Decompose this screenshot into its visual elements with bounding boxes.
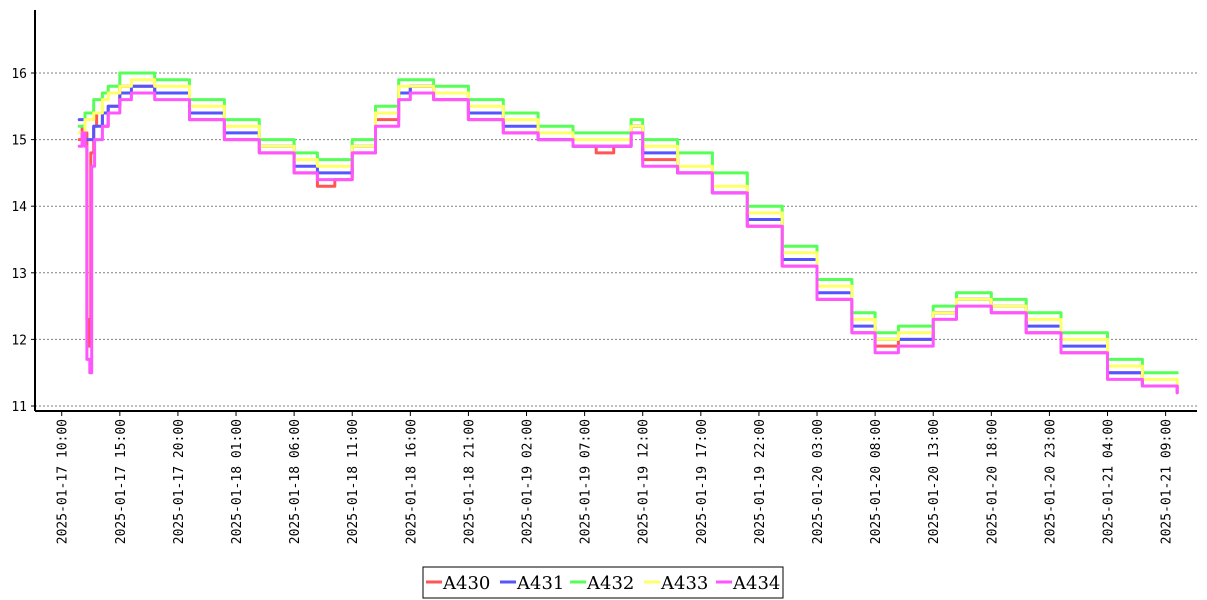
series-line-a433 (77, 78, 1179, 388)
legend-label-a430: A430 (442, 573, 490, 594)
y-tick-label: 15 (11, 134, 27, 149)
x-tick-labels: 2025-01-17 10:00 2025-01-17 15:00 2025-01-… (56, 411, 1175, 544)
series-line-a434 (77, 91, 1179, 395)
x-tick-label: 2025-01-18 01:00 (230, 419, 245, 544)
x-tick-label: 2025-01-19 22:00 (753, 419, 768, 544)
x-tick-label: 2025-01-20 23:00 (1043, 419, 1058, 544)
x-tick-label: 2025-01-19 12:00 (637, 419, 652, 544)
y-tick-labels: 11 12 13 14 15 16 (11, 67, 35, 415)
x-tick-label: 2025-01-20 03:00 (811, 419, 826, 544)
x-tick-label: 2025-01-19 07:00 (579, 419, 594, 544)
y-tick-label: 11 (11, 400, 27, 415)
x-tick-label: 2025-01-18 06:00 (288, 419, 303, 544)
x-tick-label: 2025-01-17 10:00 (56, 419, 71, 544)
series-line-a431 (77, 84, 1179, 388)
x-tick-label: 2025-01-17 15:00 (114, 419, 129, 544)
legend-label-a431: A431 (516, 573, 564, 594)
x-tick-label: 2025-01-18 21:00 (462, 419, 477, 544)
x-tick-label: 2025-01-17 20:00 (172, 419, 187, 544)
x-tick-label: 2025-01-20 18:00 (985, 419, 1000, 544)
x-tick-label: 2025-01-21 09:00 (1160, 419, 1175, 544)
y-tick-label: 12 (11, 333, 27, 348)
x-tick-label: 2025-01-19 17:00 (695, 419, 710, 544)
x-tick-label: 2025-01-20 13:00 (927, 419, 942, 544)
x-tick-label: 2025-01-18 11:00 (346, 419, 361, 544)
x-tick-label: 2025-01-20 08:00 (869, 419, 884, 544)
series-lines (77, 71, 1179, 395)
x-tick-label: 2025-01-18 16:00 (404, 419, 419, 544)
y-tick-label: 13 (11, 267, 27, 282)
y-tick-label: 16 (11, 67, 27, 82)
gridlines (35, 72, 1197, 407)
legend-label-a432: A432 (586, 573, 634, 594)
x-tick-label: 2025-01-19 02:00 (521, 419, 536, 544)
legend-label-a433: A433 (660, 573, 708, 594)
y-tick-label: 14 (11, 200, 27, 215)
series-line-a432 (77, 71, 1179, 375)
axes (34, 10, 1197, 412)
legend-label-a434: A434 (732, 573, 780, 594)
legend: A430 A431 A432 A433 A434 (422, 566, 784, 599)
x-tick-label: 2025-01-21 04:00 (1102, 419, 1117, 544)
